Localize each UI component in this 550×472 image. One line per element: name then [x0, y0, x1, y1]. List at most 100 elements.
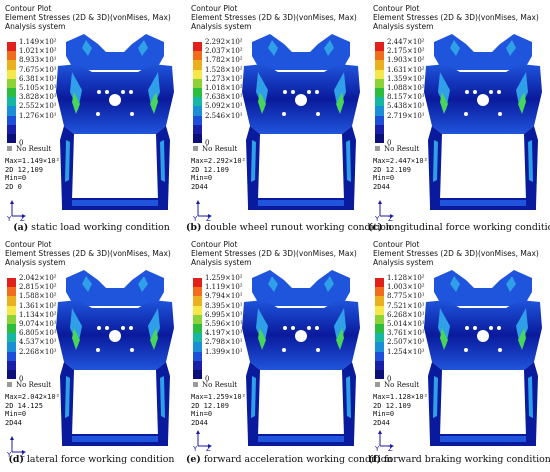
legend-row: 2.042×10²	[7, 274, 77, 288]
axis-y-label: Y	[7, 215, 12, 223]
stress-stats: Max=1.128×10² 2D 12.109 Min=0 2D44	[373, 393, 428, 427]
no-result-swatch	[193, 146, 198, 151]
legend-value: 5.014×10¹	[387, 319, 425, 328]
figure-caption: (c) longitudinal force working condition	[368, 222, 550, 233]
legend-swatch	[7, 60, 16, 70]
legend-swatch	[193, 124, 202, 134]
stat-min-element: 2D44	[191, 418, 208, 427]
legend-row: 9.794×10¹	[193, 292, 263, 306]
axis-arrows-icon	[378, 430, 394, 448]
legend-row: 1.528×10²	[193, 66, 263, 79]
legend-row: 6.995×10¹	[193, 311, 263, 324]
panel-f: Contour Plot Element Stresses (2D & 3D)(…	[368, 240, 550, 472]
color-legend: 2.292×10² 2.037×10² 1.782×10² 1.528×10² 1.27…	[193, 38, 263, 147]
legend-value: 1.254×10¹	[387, 347, 425, 356]
legend-row: 5.014×10¹	[375, 320, 445, 334]
legend-swatch	[193, 106, 202, 116]
stat-max: Max=1.259×10²	[191, 393, 246, 401]
axis-z-label: Z	[206, 445, 211, 453]
legend-zero-value: 0	[205, 375, 210, 384]
subframe-stress-contour	[238, 30, 364, 216]
no-result-label: No Result	[375, 381, 419, 389]
legend-row: 1.361×10²	[7, 302, 77, 315]
legend-value: 2.268×10¹	[19, 347, 57, 356]
legend-swatch	[375, 323, 384, 334]
legend-row: 2.552×10¹	[7, 102, 77, 116]
legend-swatch	[193, 278, 202, 288]
stat-max-element: 2D 12.109	[373, 165, 411, 174]
axis-triad-icon: Y Z	[7, 436, 38, 462]
header-subtitle: Element Stresses (2D & 3D)(vonMises, Max…	[373, 13, 539, 22]
legend-zero-value: 0	[19, 375, 24, 384]
legend-swatch	[7, 333, 16, 343]
legend-swatch	[193, 133, 202, 144]
legend-swatch	[375, 133, 384, 144]
legend-row: 1.128×10²	[375, 274, 445, 288]
legend-row: 2.798×10¹	[193, 338, 263, 352]
legend-swatch	[375, 305, 384, 315]
legend-swatch	[193, 305, 202, 315]
legend-swatch	[7, 278, 16, 288]
panel-a: Contour Plot Element Stresses (2D & 3D)(…	[0, 4, 180, 236]
legend-swatch	[375, 342, 384, 352]
legend-swatch	[7, 51, 16, 61]
header-subtitle: Element Stresses (2D & 3D)(vonMises, Max…	[373, 249, 539, 258]
stat-min: Min=0	[191, 174, 213, 182]
legend-swatch	[193, 42, 202, 52]
legend-value: 6.995×10¹	[205, 310, 243, 319]
axis-y-label: Y	[193, 445, 198, 453]
color-legend: 1.128×10² 1.003×10² 8.775×10¹ 7.521×10¹ 6.26…	[375, 274, 445, 383]
legend-swatch	[193, 115, 202, 125]
axis-z-label: Z	[206, 215, 211, 223]
legend-value: 5.596×10¹	[205, 319, 243, 328]
legend-value: 1.361×10²	[19, 301, 57, 310]
legend-row: 1.399×10¹	[193, 348, 263, 361]
contour-plot-header: Contour Plot Element Stresses (2D & 3D)(…	[5, 240, 171, 267]
legend-value: 3.761×10¹	[387, 329, 425, 338]
legend-swatch	[7, 323, 16, 334]
legend-value: 5.105×10¹	[19, 83, 57, 92]
stat-min-element: 2D 0	[5, 182, 22, 191]
legend-swatch	[7, 97, 16, 107]
legend-swatch	[375, 296, 384, 306]
legend-swatch	[7, 314, 16, 324]
legend-swatch	[7, 115, 16, 125]
legend-value: 6.381×10¹	[19, 74, 57, 83]
axis-z-label: Z	[388, 445, 393, 453]
legend-value: 8.933×10¹	[19, 56, 57, 65]
subframe-stress-contour	[52, 30, 178, 216]
legend-row: 2.292×10²	[193, 38, 263, 52]
stat-max-element: 2D 12,109	[5, 165, 43, 174]
legend-swatch	[193, 97, 202, 107]
stress-stats: Max=2.292×10² 2D 12.109 Min=0 2D44	[191, 157, 246, 191]
legend-swatch	[7, 360, 16, 370]
legend-row	[193, 133, 263, 144]
axis-y-label: Y	[375, 215, 380, 223]
axis-y-label: Y	[375, 445, 380, 453]
legend-value: 8.395×10¹	[205, 301, 243, 310]
axis-triad-icon: Y Z	[193, 200, 224, 226]
legend-row: 1.903×10²	[375, 56, 445, 70]
no-result-label: No Result	[7, 145, 51, 153]
legend-swatch	[7, 287, 16, 297]
legend-value: 1.903×10²	[387, 56, 425, 65]
legend-zero-value: 0	[205, 139, 210, 148]
stat-min-element: 2D44	[373, 182, 390, 191]
axis-z-label: Z	[20, 451, 25, 459]
legend-value: 2.798×10¹	[205, 338, 243, 347]
legend-swatch	[375, 106, 384, 116]
legend-swatch	[7, 124, 16, 134]
stat-max-element: 2D 12.109	[191, 401, 229, 410]
legend-zero-value: 0	[387, 139, 392, 148]
legend-row	[193, 360, 263, 370]
stress-stats: Max=2.042×10² 2D 14.125 Min=0 2D44	[5, 393, 60, 427]
legend-row: 2.037×10²	[193, 47, 263, 61]
legend-swatch	[7, 305, 16, 315]
subframe-stress-contour	[238, 266, 364, 452]
contour-plot-header: Contour Plot Element Stresses (2D & 3D)(…	[5, 4, 171, 31]
legend-value: 6.268×10¹	[387, 310, 425, 319]
legend-value: 8.157×10¹	[387, 93, 425, 102]
legend-value: 6.805×10¹	[19, 329, 57, 338]
legend-row: 5.438×10¹	[375, 102, 445, 116]
legend-row: 4.537×10¹	[7, 338, 77, 352]
